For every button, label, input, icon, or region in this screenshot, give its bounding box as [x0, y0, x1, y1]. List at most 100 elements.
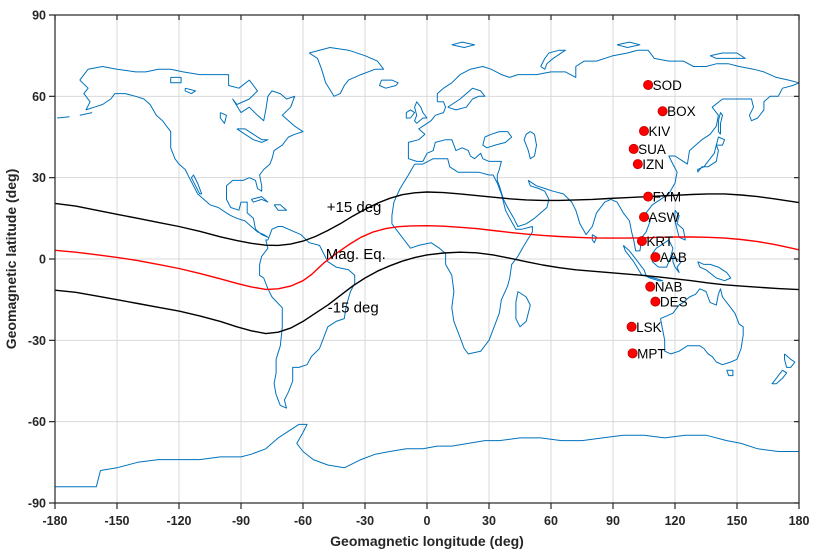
- station-marker-IZN: [632, 159, 643, 170]
- station-label-BOX: BOX: [667, 104, 696, 119]
- coastline-tasmania: [726, 369, 734, 377]
- x-axis-label: Geomagnetic longitude (deg): [330, 533, 524, 549]
- x-tick-label: 30: [482, 514, 496, 528]
- coastline-java: [643, 274, 664, 282]
- station-marker-ASW: [639, 211, 650, 222]
- coastline-australia: [660, 288, 744, 366]
- coastline-caspian-sea: [523, 131, 537, 160]
- coastline-great-slave-lake: [184, 87, 196, 95]
- coastline-greenland: [308, 47, 385, 97]
- station-label-AAB: AAB: [660, 250, 687, 265]
- station-label-SOD: SOD: [653, 78, 683, 93]
- coastline-north-america: [79, 66, 304, 238]
- station-label-FYM: FYM: [653, 190, 682, 205]
- coastline-madagascar: [515, 291, 531, 328]
- station-marker-SUA: [628, 143, 639, 154]
- coastline-great-lakes: [236, 128, 269, 143]
- coastline-layer: [55, 41, 800, 488]
- station-marker-AAB: [650, 252, 661, 263]
- x-tick-label: 60: [544, 514, 558, 528]
- coastline-cuba: [250, 196, 269, 203]
- coastline-baltic: [447, 87, 486, 111]
- coastline-lake-winnipeg: [219, 112, 227, 124]
- station-marker-NAB: [645, 281, 656, 292]
- coastline-sakhalin: [717, 112, 723, 135]
- coastline-eurasia: [407, 49, 800, 252]
- station-marker-LSK: [626, 321, 637, 332]
- coastline-aleutians-west: [57, 116, 70, 119]
- station-label-NAB: NAB: [655, 280, 683, 295]
- coastline-severnaya-zemlya: [616, 41, 641, 48]
- station-label-DES: DES: [660, 295, 688, 310]
- x-tick-label: -90: [232, 514, 250, 528]
- y-axis-label: Geomagnetic latitude (deg): [3, 169, 19, 349]
- coastline-new-zealand-south: [771, 369, 788, 385]
- coastline-baja-california: [190, 174, 203, 195]
- coastline-sulawesi: [672, 255, 682, 274]
- x-tick-label: -150: [104, 514, 129, 528]
- coastline-africa: [391, 158, 533, 355]
- station-marker-SOD: [643, 79, 654, 90]
- grid-layer: [55, 15, 799, 503]
- iso-curve-0: [54, 191, 800, 247]
- x-tick-label: 90: [606, 514, 620, 528]
- coastline-sumatra: [622, 245, 647, 276]
- y-tick-label: -30: [28, 334, 46, 348]
- coastline-sri-lanka: [591, 234, 597, 244]
- coastline-borneo: [651, 239, 674, 268]
- station-label-IZN: IZN: [642, 157, 664, 172]
- station-label-KRT: KRT: [646, 234, 673, 249]
- coastline-iceland: [379, 79, 399, 89]
- coastline-south-america: [259, 226, 356, 409]
- coastline-new-siberian-islands: [709, 52, 746, 59]
- coastline-hokkaido: [715, 136, 726, 146]
- y-tick-label: 60: [32, 90, 46, 104]
- station-label-ASW: ASW: [649, 210, 680, 225]
- station-marker-BOX: [657, 106, 668, 117]
- coastline-antarctica: [55, 423, 799, 488]
- y-tick-label: 30: [32, 171, 46, 185]
- station-label-KIV: KIV: [649, 124, 671, 139]
- station-marker-FYM: [643, 191, 654, 202]
- y-tick-label: -90: [28, 497, 46, 511]
- coastline-svalbard: [451, 41, 475, 48]
- y-tick-label: 90: [32, 9, 46, 23]
- station-marker-KIV: [639, 126, 650, 137]
- coastline-aleutians-east: [79, 112, 93, 116]
- station-label-LSK: LSK: [636, 320, 662, 335]
- coastline-hispaniola: [273, 204, 287, 211]
- iso-curve-1: [54, 224, 800, 291]
- iso-curve-2: [54, 251, 800, 335]
- coastline-new-guinea: [697, 261, 732, 282]
- iso-curve-label-2: -15 deg: [328, 299, 379, 316]
- station-marker-DES: [650, 296, 661, 307]
- coastline-great-bear-lake: [170, 76, 182, 84]
- coastline-ireland: [405, 109, 416, 119]
- y-tick-label: -60: [28, 415, 46, 429]
- station-label-MPT: MPT: [637, 346, 666, 361]
- y-tick-label: 0: [39, 253, 46, 267]
- x-tick-label: -180: [42, 514, 67, 528]
- coastline-great-britain: [414, 101, 428, 124]
- iso-curve-layer: +15 deg Mag. Eq. -15 deg: [54, 191, 800, 335]
- coastline-philippines: [674, 209, 686, 241]
- coastline-japan-honshu: [697, 144, 719, 173]
- x-tick-label: -30: [356, 514, 374, 528]
- iso-curve-label-1: Mag. Eq.: [326, 246, 386, 263]
- x-tick-label: -120: [166, 514, 191, 528]
- x-tick-label: 0: [424, 514, 431, 528]
- station-marker-MPT: [627, 348, 638, 359]
- iso-curve-label-0: +15 deg: [327, 199, 382, 216]
- coastline-novaya-zemlya: [540, 49, 566, 70]
- x-tick-label: 180: [789, 514, 810, 528]
- x-tick-label: 150: [727, 514, 748, 528]
- coastline-new-zealand-north: [784, 353, 796, 368]
- x-tick-label: 120: [665, 514, 686, 528]
- station-label-SUA: SUA: [638, 142, 666, 157]
- axis-layer: -180 -150 -120 -90 -60 -30 0 30 60 90 120 150 180 90 6…: [28, 9, 810, 529]
- coastline-black-sea: [482, 131, 513, 149]
- x-tick-label: -60: [294, 514, 312, 528]
